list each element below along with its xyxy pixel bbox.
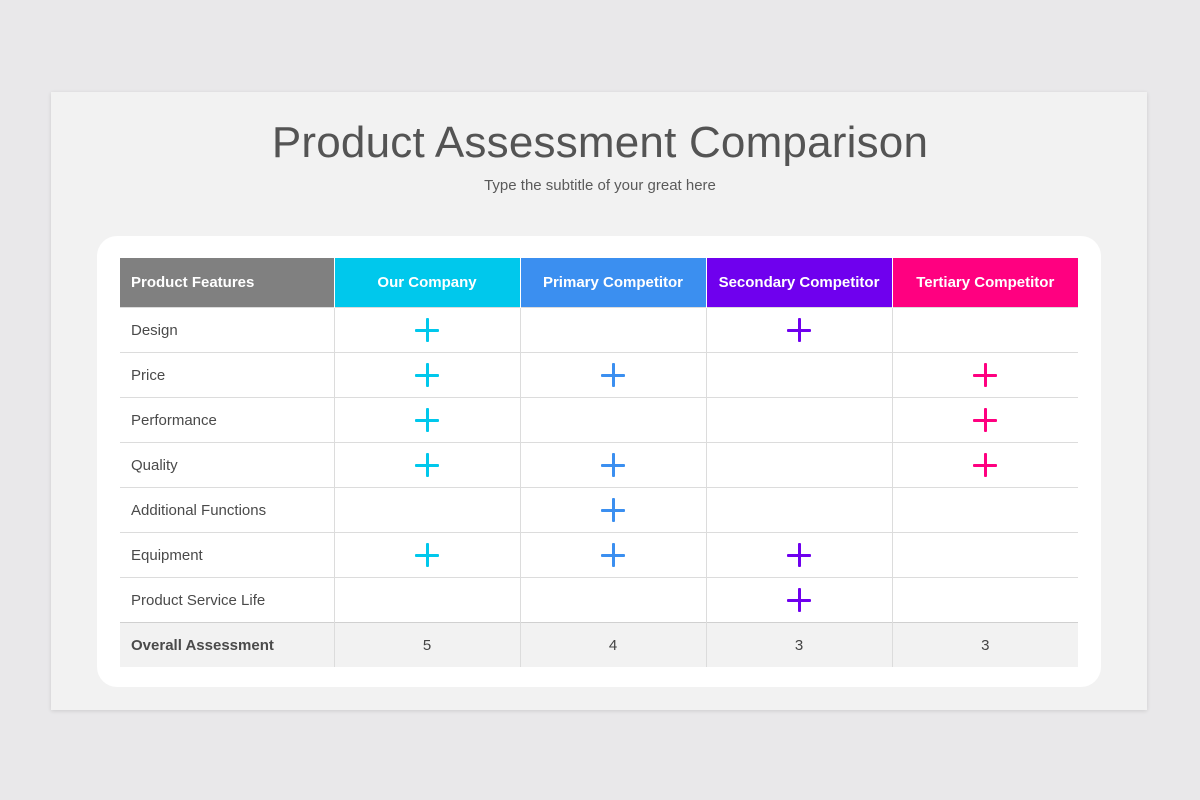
header-row: Product Features Our Company Primary Com… <box>120 258 1078 308</box>
feature-label: Quality <box>120 442 334 488</box>
plus-icon <box>415 543 439 567</box>
header-our-company: Our Company <box>333 258 520 308</box>
plus-icon <box>787 318 811 342</box>
plus-icon <box>415 318 439 342</box>
mark-cell <box>891 487 1078 533</box>
feature-label: Price <box>120 352 334 398</box>
table-row: Performance <box>120 397 1078 443</box>
score-value: 3 <box>891 622 1078 667</box>
plus-icon <box>415 363 439 387</box>
overall-assessment-row: Overall Assessment 5 4 3 3 <box>120 622 1078 667</box>
mark-cell <box>519 352 706 398</box>
header-secondary-competitor: Secondary Competitor <box>705 258 892 308</box>
mark-cell <box>891 352 1078 398</box>
plus-icon <box>601 498 625 522</box>
feature-label: Design <box>120 307 334 353</box>
feature-label: Performance <box>120 397 334 443</box>
mark-cell <box>891 532 1078 578</box>
mark-cell <box>333 532 520 578</box>
mark-cell <box>519 577 706 623</box>
score-value: 5 <box>333 622 520 667</box>
plus-icon <box>973 408 998 432</box>
score-value: 4 <box>519 622 706 667</box>
mark-cell <box>519 532 706 578</box>
table-row: Design <box>120 307 1078 353</box>
mark-cell <box>333 577 520 623</box>
mark-cell <box>333 442 520 488</box>
mark-cell <box>705 577 892 623</box>
table-row: Additional Functions <box>120 487 1078 533</box>
mark-cell <box>705 307 892 353</box>
mark-cell <box>333 487 520 533</box>
mark-cell <box>519 397 706 443</box>
plus-icon <box>601 363 625 387</box>
plus-icon <box>973 363 998 387</box>
feature-label: Product Service Life <box>120 577 334 623</box>
mark-cell <box>891 577 1078 623</box>
plus-icon <box>787 588 811 612</box>
mark-cell <box>891 397 1078 443</box>
overall-assessment-label: Overall Assessment <box>120 622 334 667</box>
header-primary-competitor: Primary Competitor <box>519 258 706 308</box>
mark-cell <box>519 442 706 488</box>
table-row: Price <box>120 352 1078 398</box>
plus-icon <box>415 408 439 432</box>
plus-icon <box>601 543 625 567</box>
mark-cell <box>333 397 520 443</box>
mark-cell <box>519 307 706 353</box>
mark-cell <box>519 487 706 533</box>
table-row: Equipment <box>120 532 1078 578</box>
mark-cell <box>891 307 1078 353</box>
score-value: 3 <box>705 622 892 667</box>
mark-cell <box>891 442 1078 488</box>
feature-label: Additional Functions <box>120 487 334 533</box>
header-tertiary-competitor: Tertiary Competitor <box>891 258 1078 308</box>
plus-icon <box>601 453 625 477</box>
comparison-table: Product Features Our Company Primary Com… <box>120 258 1078 667</box>
mark-cell <box>333 307 520 353</box>
feature-label: Equipment <box>120 532 334 578</box>
table-row: Quality <box>120 442 1078 488</box>
plus-icon <box>787 543 811 567</box>
mark-cell <box>333 352 520 398</box>
plus-icon <box>973 453 998 477</box>
mark-cell <box>705 532 892 578</box>
page-title: Product Assessment Comparison <box>271 118 929 167</box>
mark-cell <box>705 487 892 533</box>
page-subtitle: Type the subtitle of your great here <box>484 177 716 194</box>
table-row: Product Service Life <box>120 577 1078 623</box>
mark-cell <box>705 397 892 443</box>
header-product-features: Product Features <box>120 258 334 308</box>
plus-icon <box>415 453 439 477</box>
mark-cell <box>705 442 892 488</box>
mark-cell <box>705 352 892 398</box>
